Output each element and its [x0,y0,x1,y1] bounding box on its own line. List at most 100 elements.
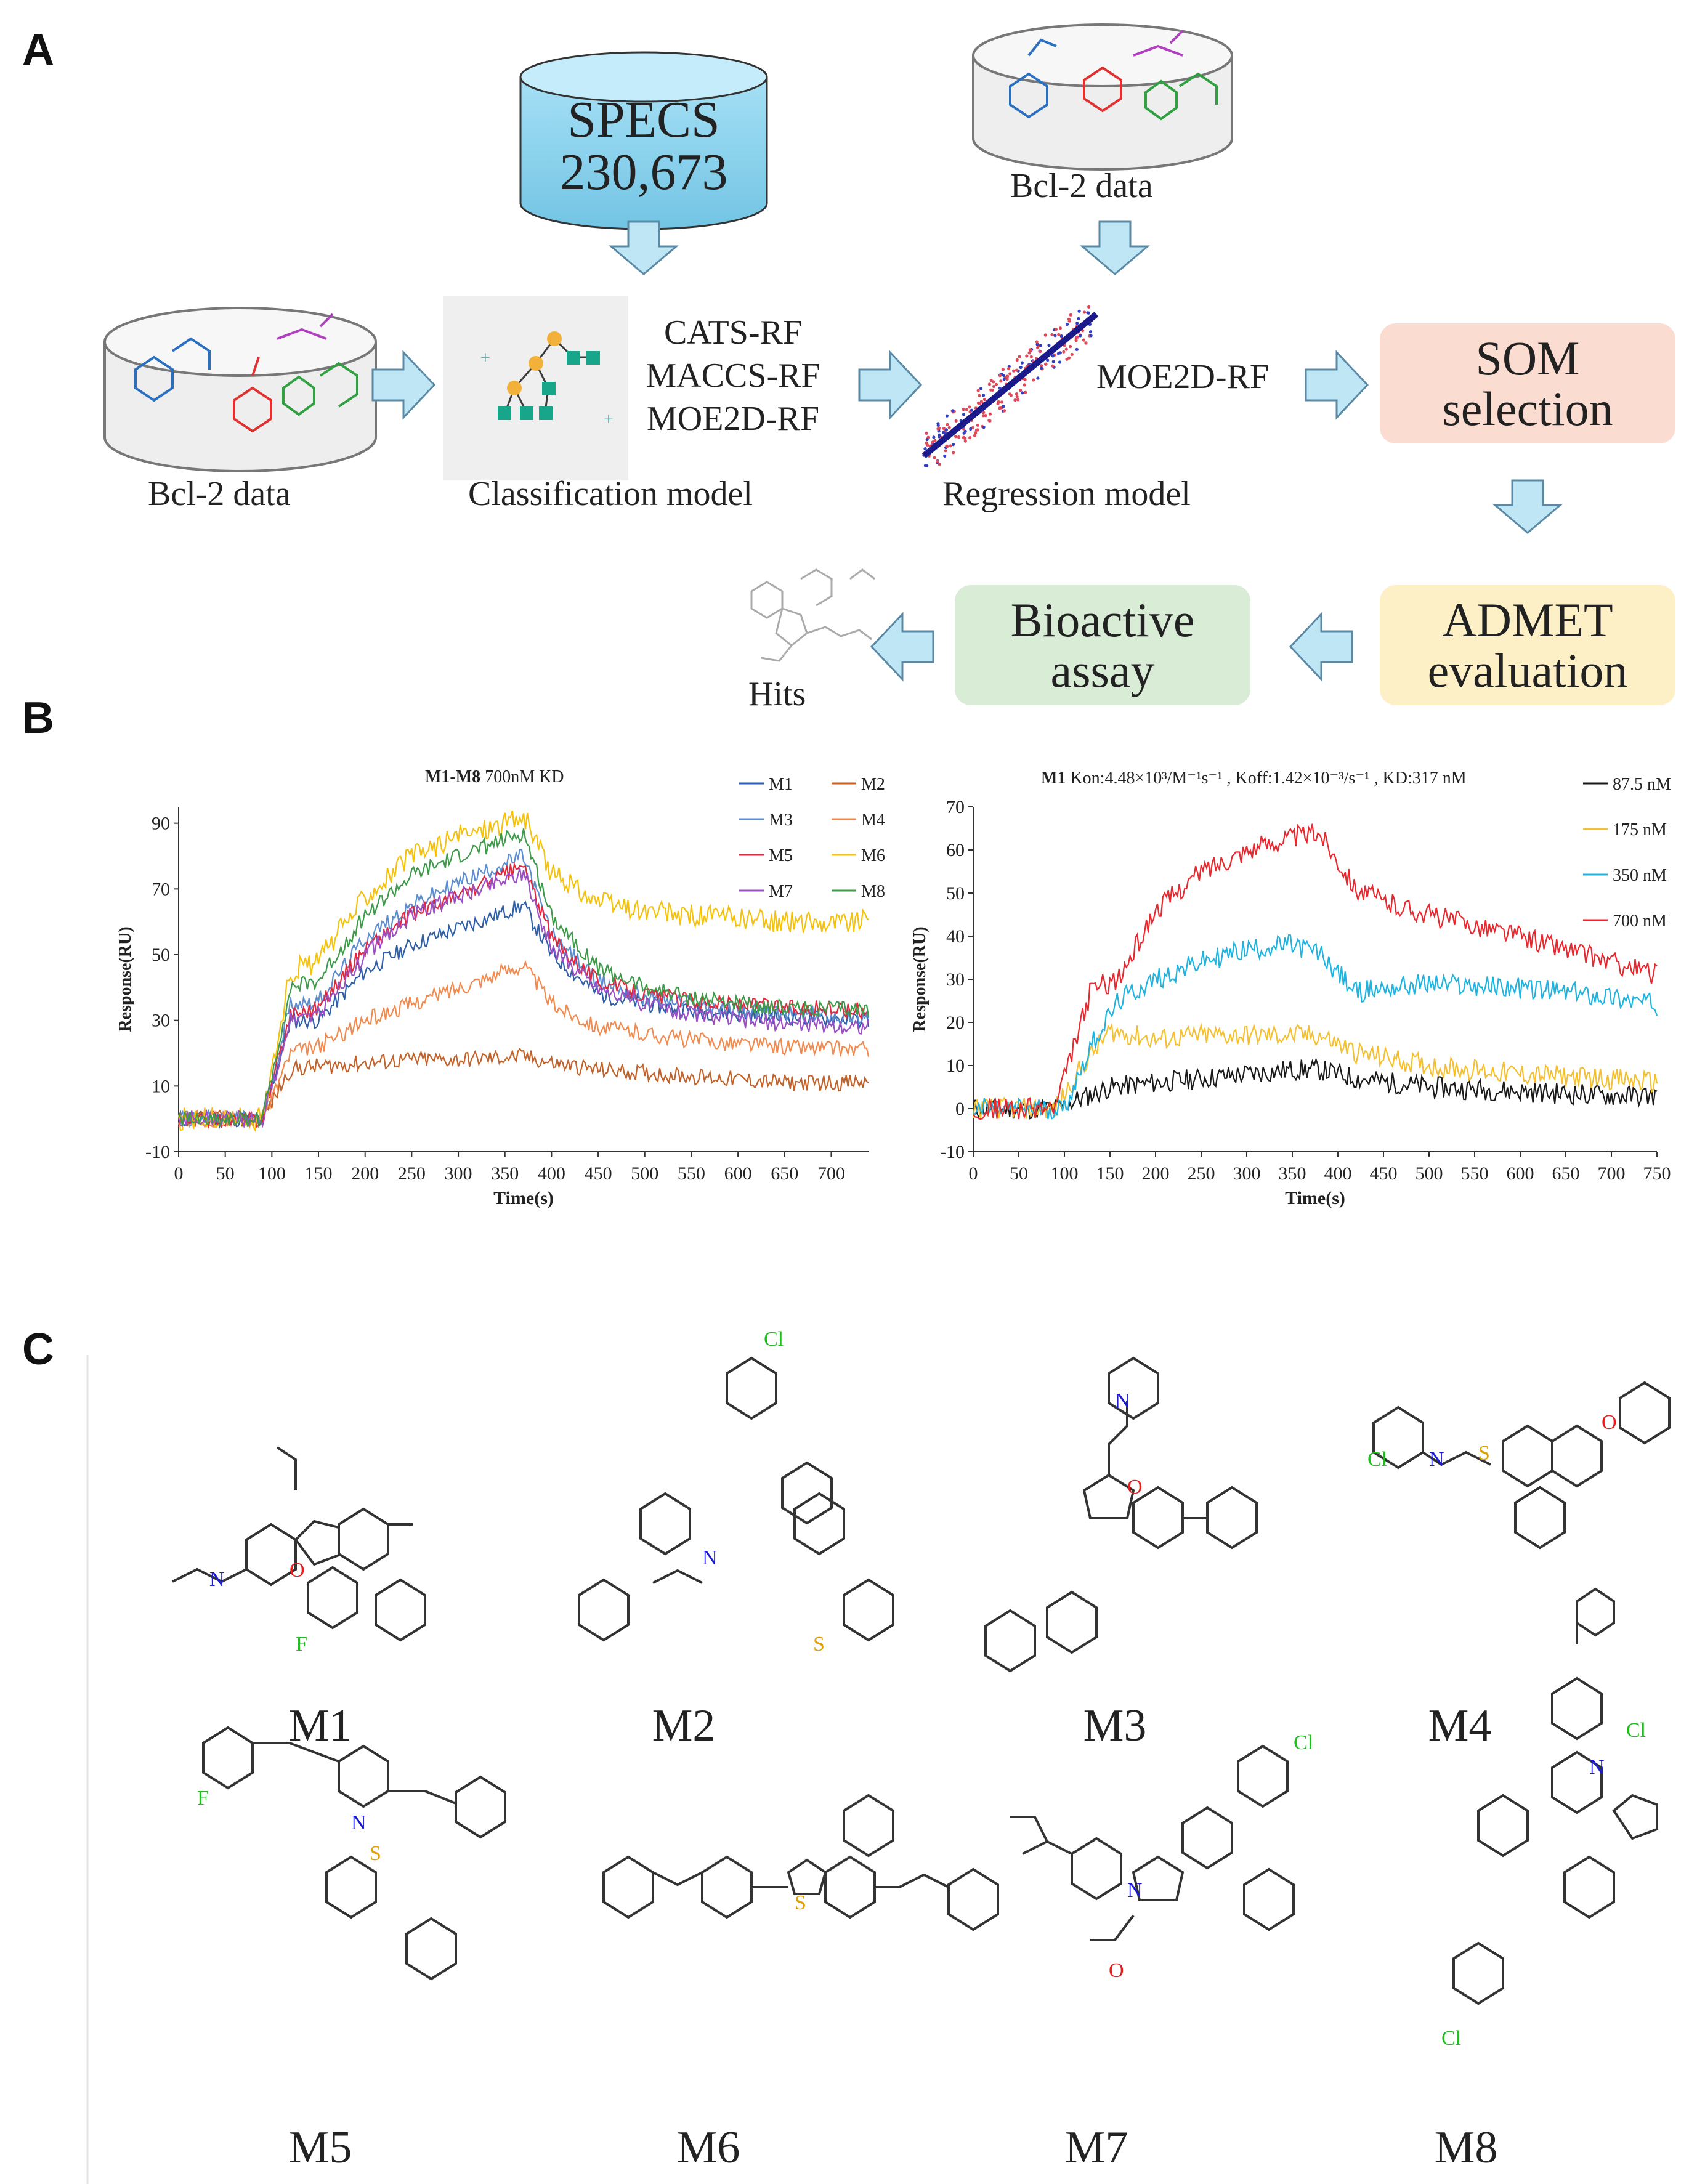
scatter-dot [1067,317,1071,321]
scatter-dot [965,408,968,411]
molecule-m1-structure [172,1446,426,1642]
scatter-dot [1018,355,1021,358]
scatter-dot [996,402,1000,405]
scatter-dot [946,423,949,426]
y-tick-label: 50 [152,945,170,965]
svg-text:+: + [604,410,614,429]
arrow-reg-to-som-icon [1305,350,1369,420]
scatter-dot [1039,350,1042,354]
series-line-M5 [177,862,869,1130]
scatter-dot [1018,388,1023,392]
x-tick-label: 150 [305,1163,333,1184]
decision-tree-icon: ++ [443,296,628,480]
scatter-dot [932,435,936,439]
y-tick-label: 40 [946,926,965,947]
series-line-350-nM [973,934,1658,1120]
som-selection-box: SOM selection [1380,323,1675,443]
scatter-dot [1079,334,1082,338]
scatter-dot [994,382,998,386]
x-tick-label: 50 [1010,1163,1028,1184]
scatter-dot [952,443,955,447]
scatter-dot [989,388,993,392]
y-axis-label: Response(RU) [116,926,135,1032]
scatter-dot [1008,372,1012,376]
scatter-dot [944,449,947,453]
specs-title: SPECS [567,91,720,148]
scatter-dot [943,454,947,458]
x-tick-label: 350 [1279,1163,1306,1184]
scatter-dot [947,426,951,429]
molecule-label-m3: M3 [1083,1701,1147,1751]
scatter-dot [1075,347,1079,351]
scatter-dot [951,409,955,413]
chart-m1-concentrations: 0 50 100 150 200 250 300 350 400 450 500 550 600 650 7… [910,769,1671,1208]
scatter-dot [1035,342,1039,346]
svg-text:N: N [702,1547,718,1569]
x-tick-label: 400 [1324,1163,1352,1184]
arrow-admet-left-icon [1289,612,1353,682]
scatter-dot [1040,364,1043,368]
scatter-dot [1083,310,1087,314]
scatter-dot [1020,361,1024,365]
x-tick-label: 250 [398,1163,426,1184]
molecule-m8-structure [1452,1587,1658,2005]
scatter-dot [1089,334,1093,338]
scatter-dot [963,439,967,443]
y-tick-label: 90 [152,814,170,834]
arrow-bio-left-icon [870,612,934,682]
scatter-dot [968,436,972,440]
svg-text:Cl: Cl [1441,2027,1461,2050]
scatter-dot [944,428,948,432]
scatter-dot [992,380,995,384]
scatter-dot [925,438,929,442]
scatter-dot [999,379,1003,383]
scatter-dot [952,451,955,455]
svg-text:S: S [370,1842,381,1865]
y-tick-label: 70 [152,879,170,899]
scatter-dot [1058,326,1062,330]
y-tick-label: -10 [940,1142,965,1162]
scatter-dot [1058,360,1061,364]
scatter-dot [963,429,967,433]
classification-model-list: CATS-RF MACCS-RF MOE2D-RF [622,311,844,440]
x-tick-label: 100 [1051,1163,1079,1184]
model-cats-rf: CATS-RF [663,313,803,352]
bcl2-data-dish-top [972,23,1233,171]
scatter-dot [1039,344,1043,347]
scatter-dot [923,447,927,451]
molecule-label-m6: M6 [676,2122,740,2173]
arrows-layer [371,220,1563,682]
scatter-dot [938,463,941,466]
bcl2-data-top-label: Bcl-2 data [1010,167,1153,205]
svg-text:F: F [296,1633,307,1656]
scatter-dot [1013,398,1017,402]
scatter-dot [1086,311,1090,315]
regression-scatter-icon [921,305,1099,467]
x-tick-label: 700 [817,1163,845,1184]
scatter-dot [982,394,986,397]
scatter-dot [1050,333,1054,336]
scatter-dot [936,424,940,427]
model-moe2d-rf: MOE2D-RF [646,400,820,438]
legend-label: M2 [861,775,885,794]
scatter-dot [1057,333,1061,336]
x-tick-label: 650 [1552,1163,1580,1184]
scatter-dot [992,384,995,389]
chart-title: M1 Kon:4.48×10³/M⁻¹s⁻¹ , Koff:1.42×10⁻³/… [1041,769,1467,788]
series-line-M1 [177,900,870,1130]
panel-a-letter: A [22,25,54,75]
scatter-dot [998,374,1002,378]
x-tick-label: 0 [174,1163,184,1184]
scatter-dot [1053,334,1057,338]
scatter-dot [973,434,976,437]
specs-count: 230,673 [559,143,728,201]
scatter-dot [1088,330,1093,334]
scatter-dot [976,423,980,427]
legend-label: M8 [861,882,885,901]
scatter-dot [1009,394,1013,397]
scatter-dot [962,408,965,411]
molecule-label-m4: M4 [1428,1701,1492,1751]
legend-label: 175 nM [1613,820,1667,839]
y-tick-label: 20 [946,1013,965,1033]
y-tick-label: 50 [946,883,965,904]
